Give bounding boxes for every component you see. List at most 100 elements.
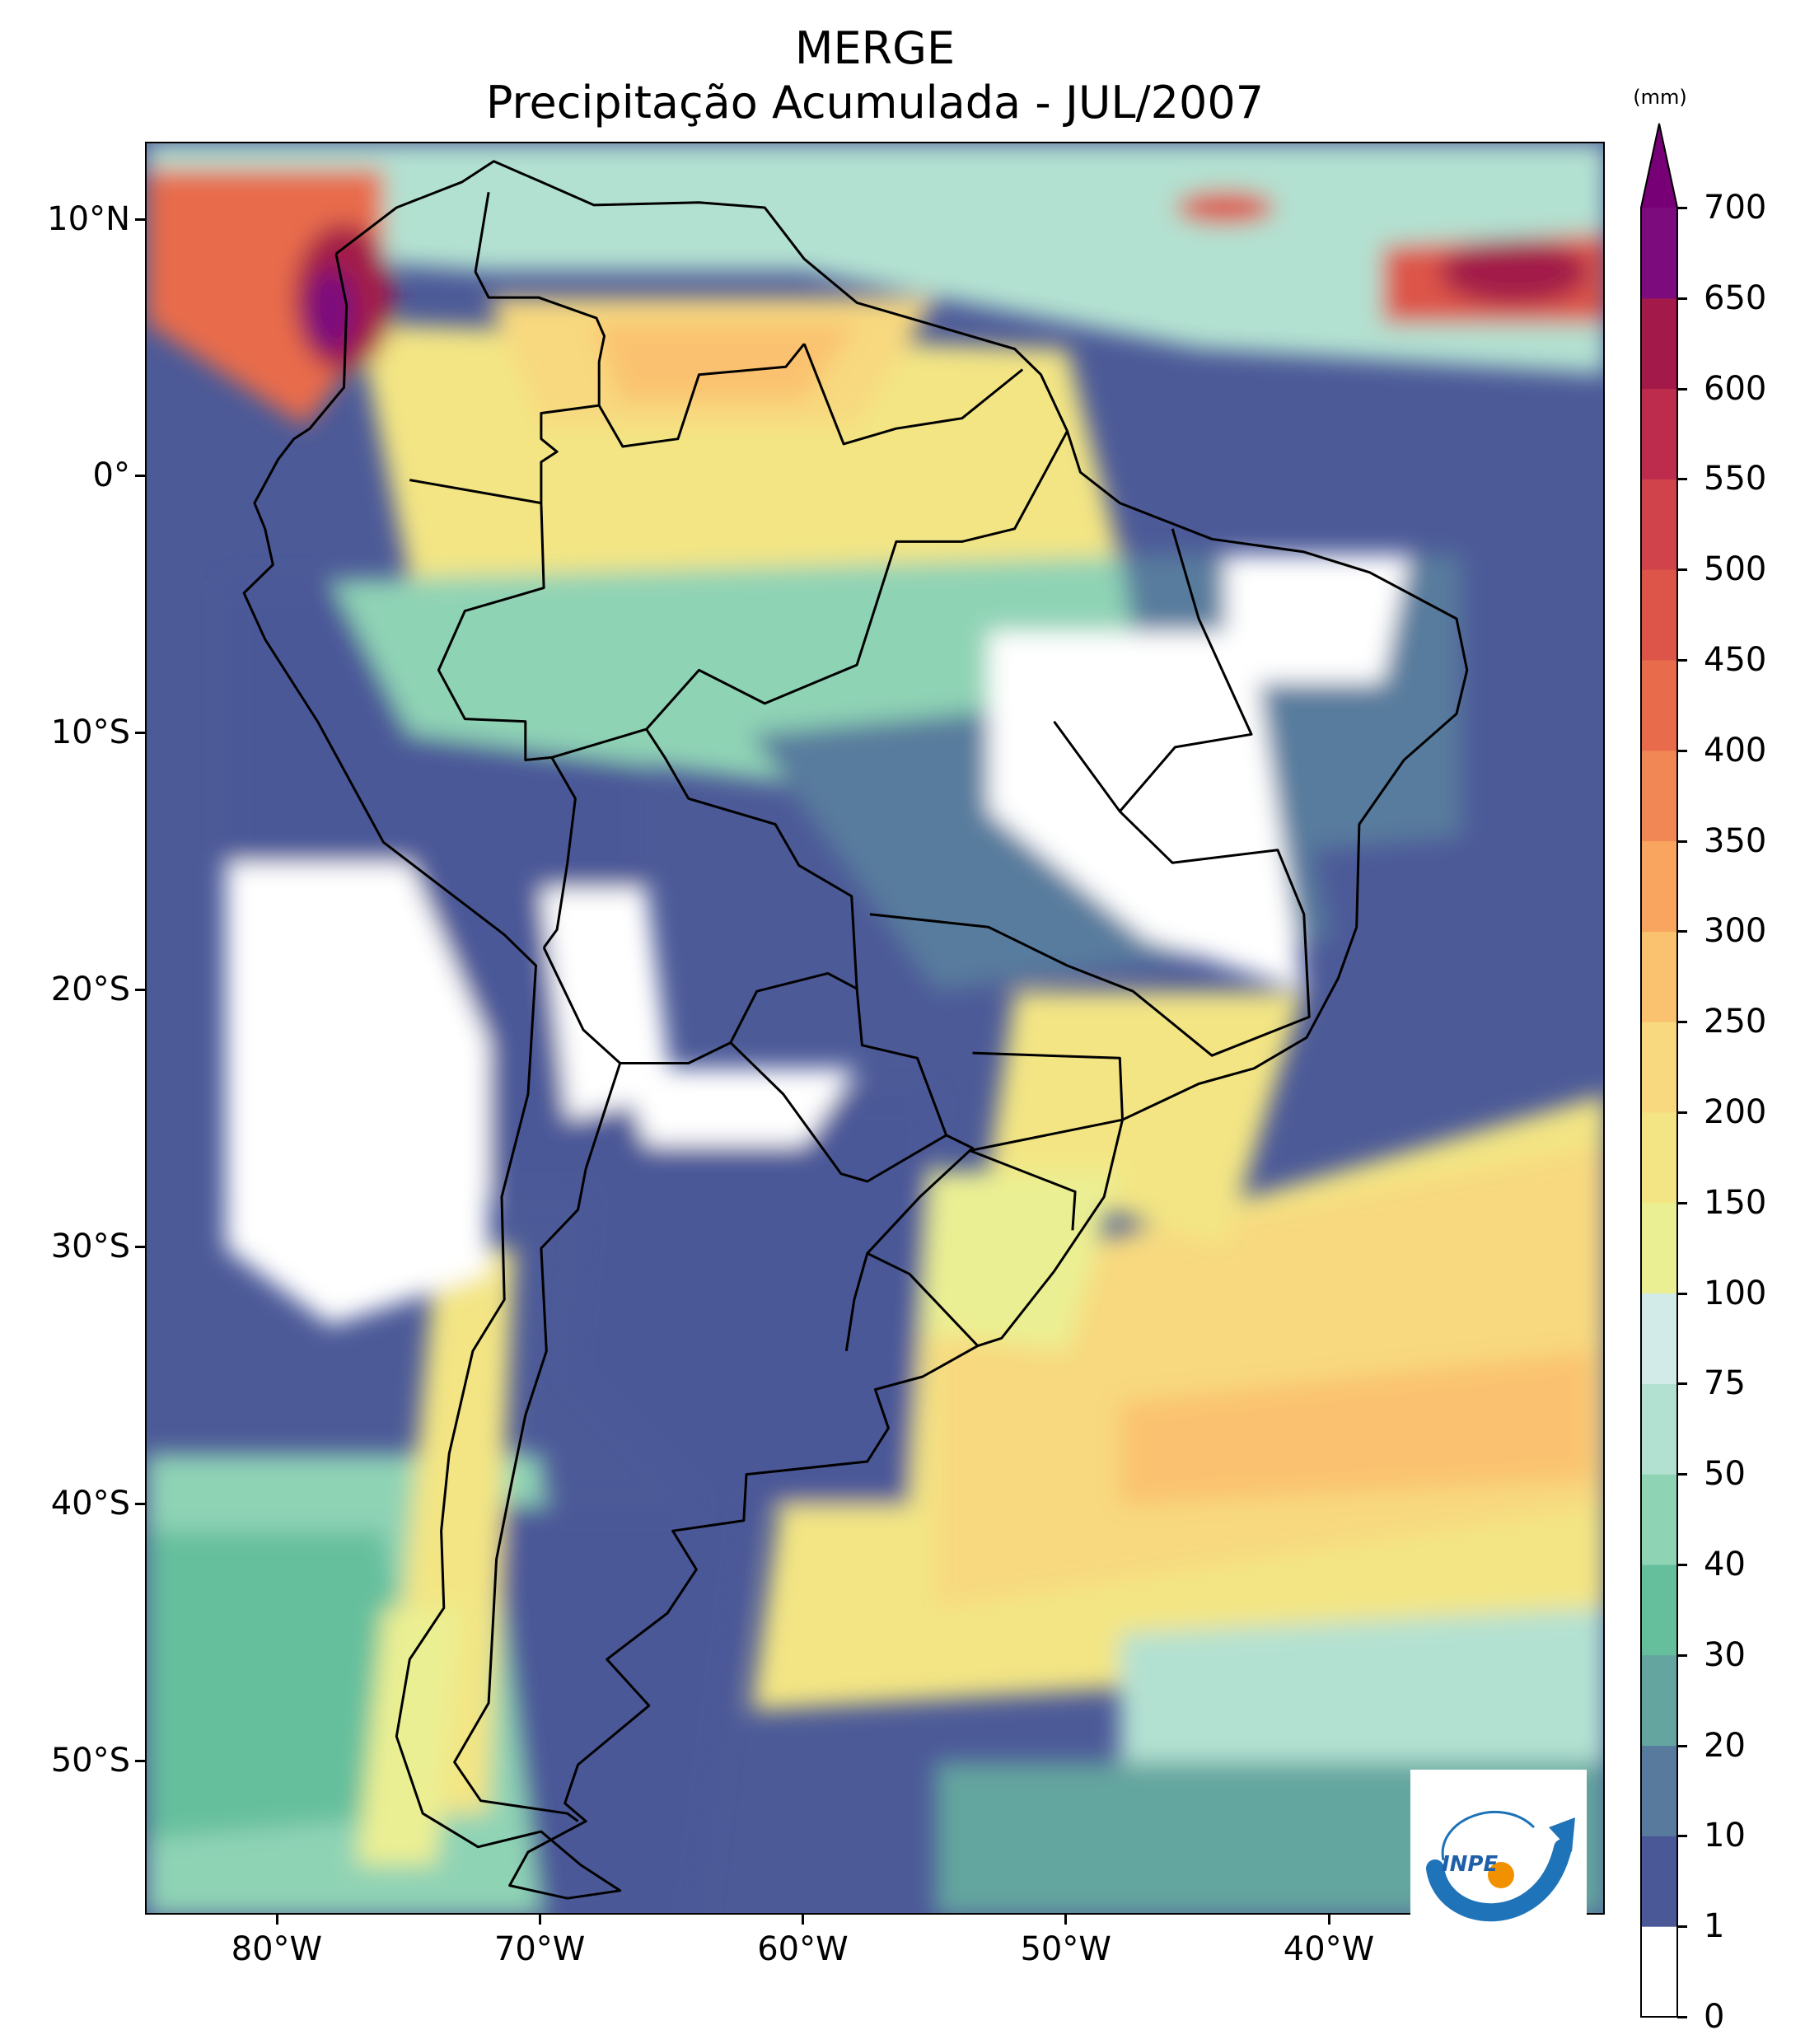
precipitation-map[interactable] xyxy=(145,142,1605,1915)
field-itcz-core xyxy=(1440,238,1589,305)
colorbar-level-label: 300 xyxy=(1704,912,1767,951)
colorbar-tick xyxy=(1677,1382,1687,1386)
colorbar-level-label: 450 xyxy=(1704,641,1767,679)
colorbar-level-label: 400 xyxy=(1704,731,1767,769)
border-andes xyxy=(453,947,622,1822)
colorbar-bin xyxy=(1641,1745,1677,1836)
colorbar-tick xyxy=(1677,1653,1687,1657)
colorbar-tick xyxy=(1677,2016,1687,2018)
lat-tick-mark xyxy=(135,1502,145,1505)
lon-tick-label: 50°W xyxy=(1020,1930,1111,1968)
field-argentina-dry xyxy=(567,1094,936,1505)
field-northeast-clear xyxy=(1225,554,1410,683)
border-paraguay xyxy=(729,988,948,1183)
colorbar-level-label: 700 xyxy=(1704,189,1767,227)
colorbar xyxy=(1640,123,1678,2018)
lat-tick-label: 40°S xyxy=(50,1484,130,1522)
colorbar-tick xyxy=(1677,1925,1687,1929)
colorbar-tick xyxy=(1677,1473,1687,1476)
chart-title: MERGE xyxy=(794,22,956,74)
border-uruguay-brazil xyxy=(866,1134,979,1347)
field-south-atlantic-low xyxy=(1120,1607,1603,1789)
lon-tick-label: 60°W xyxy=(757,1930,849,1968)
border-brazil-states-south xyxy=(968,1051,1124,1231)
colorbar-level-label: 30 xyxy=(1704,1635,1746,1674)
colorbar-tick xyxy=(1677,568,1687,572)
colorbar-level-label: 200 xyxy=(1704,1093,1767,1131)
lon-tick-mark xyxy=(1064,1915,1068,1925)
colorbar-tick xyxy=(1677,930,1687,933)
border-brazil-states-central xyxy=(869,720,1311,1057)
colorbar-tick xyxy=(1677,749,1687,752)
colorbar-tick xyxy=(1677,1111,1687,1114)
colorbar-bin xyxy=(1641,479,1677,570)
colorbar-tick xyxy=(1677,1744,1687,1747)
colorbar-bin xyxy=(1641,1202,1677,1294)
colorbar-level-label: 350 xyxy=(1704,821,1767,860)
colorbar-outline xyxy=(1640,123,1678,2018)
colorbar-bin xyxy=(1641,1293,1677,1384)
lat-tick-label: 0° xyxy=(92,456,130,495)
field-atlantic-max xyxy=(1120,1350,1593,1505)
colorbar-bin xyxy=(1641,1022,1677,1113)
lon-tick-mark xyxy=(1327,1915,1330,1925)
colorbar-level-label: 50 xyxy=(1704,1455,1746,1494)
colorbar-tick xyxy=(1677,1564,1687,1566)
colorbar-level-label: 250 xyxy=(1704,1003,1767,1041)
colorbar-bin xyxy=(1641,388,1677,479)
coastline xyxy=(242,160,1469,1900)
border-colombia-venezuela-west xyxy=(474,192,606,406)
lat-tick-mark xyxy=(135,1246,145,1249)
colorbar-bin xyxy=(1641,1383,1677,1475)
field-pacific-clear xyxy=(225,863,489,1326)
logo-text: INPE xyxy=(1442,1852,1498,1877)
colorbar-tick xyxy=(1677,478,1687,481)
colorbar-unit: (mm) xyxy=(1633,86,1687,109)
colorbar-tick xyxy=(1677,840,1687,843)
field-atlantic-core xyxy=(935,1146,1603,1608)
chart-subtitle: Precipitação Acumulada - JUL/2007 xyxy=(485,77,1265,129)
border-brazil-states-north xyxy=(645,430,1069,731)
lat-tick-mark xyxy=(135,1759,145,1762)
colorbar-bin xyxy=(1641,750,1677,842)
lat-tick-label: 50°S xyxy=(50,1741,130,1780)
field-chaco-clear xyxy=(620,1068,858,1146)
colorbar-bin xyxy=(1641,297,1677,390)
colorbar-bin xyxy=(1641,208,1677,299)
colorbar-tick xyxy=(1677,1292,1687,1295)
inpe-logo: INPE xyxy=(1410,1770,1587,1946)
colorbar-bin xyxy=(1641,840,1677,932)
colorbar-bin xyxy=(1641,1474,1677,1565)
border-brazil-states-northeast xyxy=(1119,528,1253,812)
colorbar-level-label: 75 xyxy=(1704,1364,1746,1403)
colorbar-bin xyxy=(1641,1112,1677,1204)
colorbar-level-label: 500 xyxy=(1704,550,1767,589)
colorbar-extend-arrow xyxy=(1641,124,1677,208)
lon-tick-mark xyxy=(538,1915,541,1925)
colorbar-level-label: 0 xyxy=(1704,1998,1725,2036)
colorbar-tick xyxy=(1677,387,1687,391)
field-amazon-max xyxy=(593,323,858,400)
lat-tick-label: 20°S xyxy=(50,971,130,1009)
colorbar-bin xyxy=(1641,1654,1677,1747)
colorbar-tick xyxy=(1677,297,1687,300)
colorbar-tick xyxy=(1677,659,1687,662)
lon-tick-mark xyxy=(802,1915,805,1925)
lat-tick-label: 10°S xyxy=(50,713,130,752)
colorbar-tick xyxy=(1677,1835,1687,1838)
lat-tick-label: 30°S xyxy=(50,1228,130,1266)
colorbar-bin xyxy=(1641,660,1677,751)
lat-tick-mark xyxy=(135,217,145,221)
lon-tick-label: 40°W xyxy=(1283,1930,1375,1968)
colorbar-level-label: 650 xyxy=(1704,278,1767,317)
border-uruguay-argentina xyxy=(844,1252,869,1352)
border-guianas xyxy=(802,343,1024,446)
colorbar-tick xyxy=(1677,207,1687,209)
colorbar-bin xyxy=(1641,1836,1677,1927)
field-cerrado-clear xyxy=(988,631,1304,992)
colorbar-tick xyxy=(1677,1021,1687,1024)
lon-tick-label: 80°W xyxy=(231,1930,323,1968)
field-far-south-pacific xyxy=(147,1531,437,1840)
colorbar-level-label: 600 xyxy=(1704,369,1767,408)
lat-tick-label: 10°N xyxy=(47,199,130,238)
